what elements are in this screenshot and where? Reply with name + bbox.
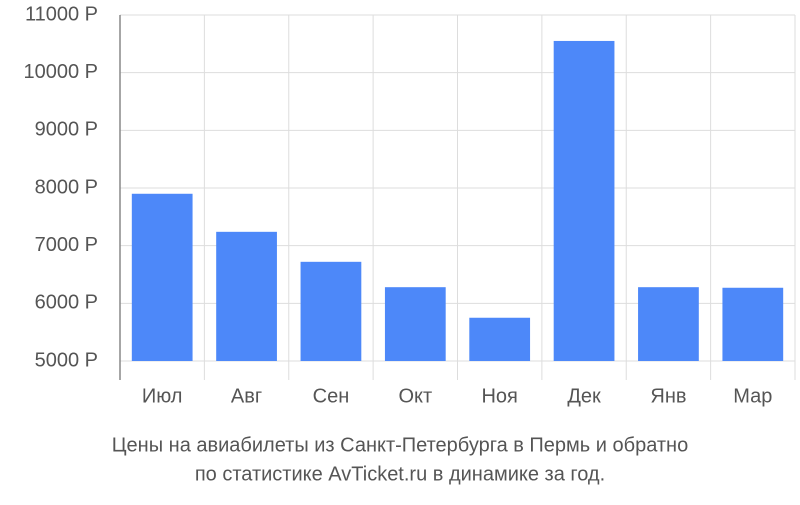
- bar: [553, 40, 615, 361]
- bar: [300, 261, 362, 361]
- x-tick-label: Мар: [733, 385, 772, 407]
- y-tick-label: 5000 Р: [35, 349, 98, 371]
- x-tick-label: Авг: [231, 385, 262, 407]
- x-tick-label: Ноя: [481, 385, 517, 407]
- bar: [469, 317, 531, 361]
- y-tick-label: 9000 Р: [35, 119, 98, 141]
- y-tick-label: 6000 Р: [35, 292, 98, 314]
- bar: [131, 193, 193, 361]
- y-tick-label: 7000 Р: [35, 234, 98, 256]
- bar: [638, 287, 699, 361]
- y-tick-label: 8000 Р: [35, 176, 98, 198]
- x-tick-label: Дек: [567, 385, 601, 407]
- x-tick-label: Окт: [398, 385, 432, 407]
- bar: [722, 287, 784, 361]
- x-tick-label: Июл: [142, 385, 183, 407]
- x-tick-label: Сен: [313, 385, 350, 407]
- x-tick-label: Янв: [650, 385, 686, 407]
- chart-title: Цены на авиабилеты из Санкт-Петербурга в…: [112, 434, 688, 456]
- y-tick-label: 11000 Р: [25, 3, 98, 25]
- bar: [384, 287, 446, 361]
- y-tick-label: 10000 Р: [23, 61, 98, 83]
- chart-subtitle: по статистике AvTicket.ru в динамике за …: [195, 463, 605, 485]
- bar: [216, 231, 277, 361]
